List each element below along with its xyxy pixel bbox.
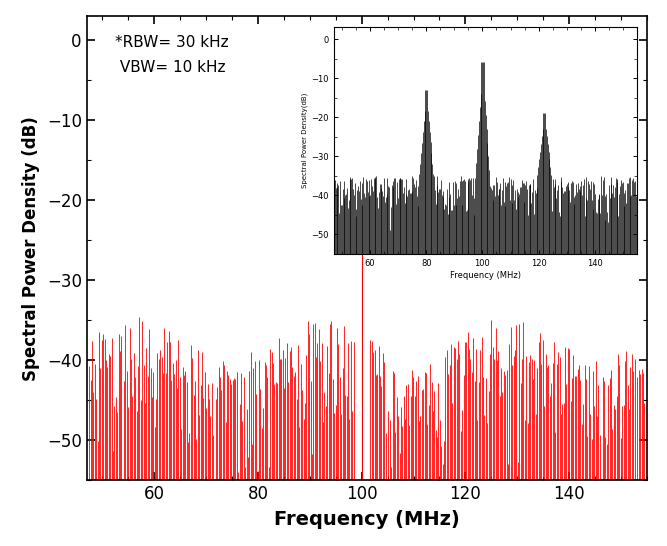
- Y-axis label: Spectral Power Density(dB): Spectral Power Density(dB): [301, 93, 308, 188]
- Y-axis label: Spectral Power Density (dB): Spectral Power Density (dB): [22, 116, 40, 381]
- X-axis label: Frequency (MHz): Frequency (MHz): [450, 270, 521, 280]
- X-axis label: Frequency (MHz): Frequency (MHz): [274, 511, 460, 529]
- Text: *RBW= 30 kHz
 VBW= 10 kHz: *RBW= 30 kHz VBW= 10 kHz: [115, 35, 228, 75]
- Text: $f_{\mathrm{r}}$: $f_{\mathrm{r}}$: [375, 48, 389, 70]
